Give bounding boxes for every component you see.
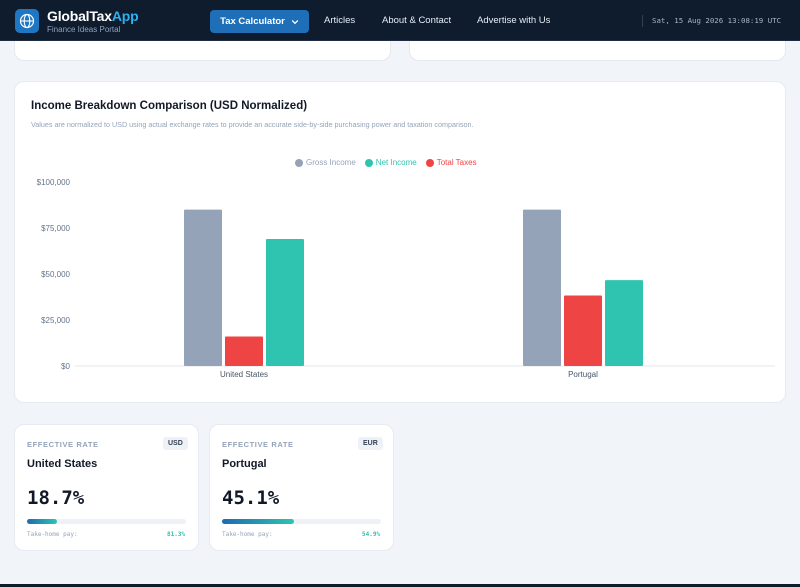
globe-icon <box>19 13 35 29</box>
y-tick-label: $100,000 <box>37 178 71 187</box>
y-tick-label: $0 <box>61 362 70 371</box>
rate-progress-track <box>27 519 186 524</box>
bar-total-taxes-united-states[interactable] <box>225 336 263 366</box>
top-navbar: GlobalTaxApp Finance Ideas Portal Tax Ca… <box>0 0 800 41</box>
effective-rate-value: 18.7% <box>27 487 85 509</box>
rate-progress-fill <box>222 519 294 524</box>
bar-total-taxes-portugal[interactable] <box>564 295 602 366</box>
y-tick-label: $50,000 <box>41 270 70 279</box>
legend-item-net[interactable]: Net Income <box>364 158 417 167</box>
chart-subtitle: Values are normalized to USD using actua… <box>31 120 474 129</box>
brand-subtitle: Finance Ideas Portal <box>47 25 121 34</box>
bar-gross-income-united-states[interactable] <box>184 209 222 366</box>
nav-link-about-contact[interactable]: About & Contact <box>382 15 452 26</box>
effective-rate-value: 45.1% <box>222 487 280 509</box>
takehome-label: Take-home pay: <box>222 531 273 538</box>
takehome-label: Take-home pay: <box>27 531 78 538</box>
chart-legend: Gross Income Net Income Total Taxes <box>295 158 477 167</box>
card-stub-left <box>14 41 391 61</box>
page-bottom-edge <box>0 584 800 587</box>
legend-label-gross: Gross Income <box>306 158 356 167</box>
chart-title: Income Breakdown Comparison (USD Normali… <box>31 100 308 112</box>
legend-swatch-gross <box>295 158 303 167</box>
rate-card-portugal: EFFECTIVE RATE EUR Portugal 45.1% Take-h… <box>209 424 394 551</box>
bar-net-income-united-states[interactable] <box>266 239 304 366</box>
nav-tax-calculator-label: Tax Calculator <box>220 16 285 27</box>
takehome-value: 54.9% <box>362 531 381 538</box>
brand-name[interactable]: GlobalTaxApp <box>47 8 139 24</box>
bar-gross-income-portugal[interactable] <box>523 209 561 366</box>
rate-label: EFFECTIVE RATE <box>222 440 294 449</box>
nav-link-articles[interactable]: Articles <box>324 15 356 26</box>
legend-swatch-taxes <box>425 158 434 167</box>
brand-main-text: GlobalTax <box>47 8 112 24</box>
logo[interactable] <box>15 9 39 33</box>
legend-item-gross[interactable]: Gross Income <box>295 158 356 167</box>
brand-accent-text: App <box>111 8 139 24</box>
y-tick-label: $25,000 <box>41 316 70 325</box>
rate-label: EFFECTIVE RATE <box>27 440 99 449</box>
legend-label-net: Net Income <box>375 158 417 167</box>
country-name: Portugal <box>222 458 267 470</box>
rate-progress-fill <box>27 519 57 524</box>
takehome-value: 81.3% <box>167 531 186 538</box>
nav-tax-calculator-button[interactable]: Tax Calculator <box>210 10 309 33</box>
bar-net-income-portugal[interactable] <box>605 280 643 366</box>
rate-card-united-states: EFFECTIVE RATE USD United States 18.7% T… <box>14 424 199 551</box>
legend-item-taxes[interactable]: Total Taxes <box>425 158 477 167</box>
chevron-down-icon <box>291 19 299 24</box>
x-category-label: United States <box>220 370 268 379</box>
legend-swatch-net <box>364 158 373 167</box>
currency-badge: USD <box>163 437 188 450</box>
income-breakdown-card: Income Breakdown Comparison (USD Normali… <box>14 81 786 403</box>
income-bar-chart: $100,000 $75,000 $50,000 $25,000 $0 United St… <box>37 178 775 379</box>
nav-link-advertise[interactable]: Advertise with Us <box>477 15 551 26</box>
nav-divider <box>642 15 643 27</box>
x-category-label: Portugal <box>568 370 598 379</box>
legend-label-taxes: Total Taxes <box>436 158 477 167</box>
y-tick-label: $75,000 <box>41 224 70 233</box>
currency-badge: EUR <box>358 437 383 450</box>
card-stub-right <box>409 41 786 61</box>
country-name: United States <box>27 458 98 470</box>
rate-progress-track <box>222 519 381 524</box>
clock-display: Sat, 15 Aug 2026 13:08:19 UTC <box>652 16 782 25</box>
